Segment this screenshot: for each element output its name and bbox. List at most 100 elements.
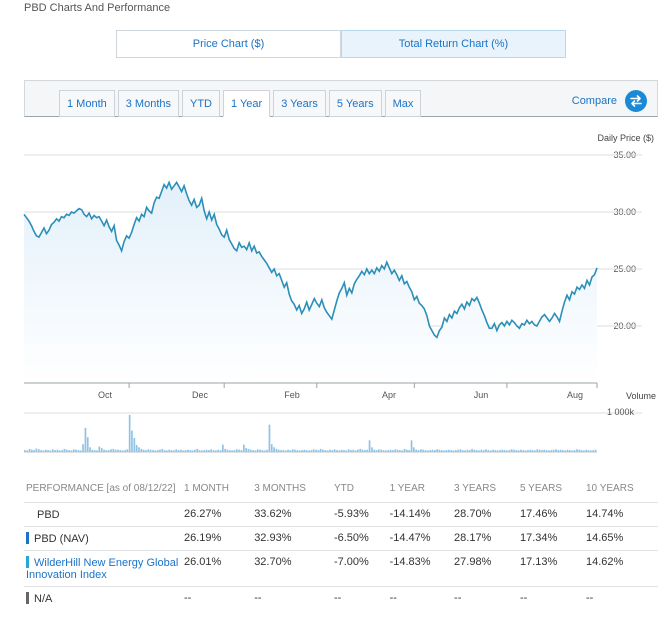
volume-bar (513, 449, 515, 452)
table-cell: 27.98% (452, 550, 519, 587)
volume-bar (368, 440, 371, 452)
volume-bar (201, 450, 203, 452)
volume-bar (117, 449, 119, 452)
volume-bar (180, 449, 182, 452)
volume-bar (385, 450, 387, 452)
volume-bar (552, 449, 555, 452)
volume-bar (538, 449, 541, 452)
volume-bar (543, 449, 546, 452)
volume-bar (515, 450, 518, 453)
volume-bar (478, 450, 480, 452)
column-header: 10 YEARS (586, 483, 634, 494)
volume-bar (522, 450, 525, 453)
tab-1-year[interactable]: 1 Year (223, 90, 271, 117)
volume-bar (447, 449, 450, 452)
volume-bar (126, 449, 129, 452)
volume-bar (580, 450, 583, 453)
volume-bar (375, 450, 378, 453)
volume-bar (440, 450, 443, 453)
volume-bar (287, 449, 289, 452)
tab-total-return-chart[interactable]: Total Return Chart (%) (341, 30, 566, 58)
volume-bar (38, 449, 40, 452)
volume-bar (182, 450, 185, 452)
volume-bar (28, 448, 31, 452)
price-chart (23, 154, 642, 453)
volume-bar (72, 449, 75, 452)
volume-bar (559, 449, 562, 452)
volume-bar (415, 449, 417, 452)
volume-bar (52, 449, 54, 452)
volume-bar (215, 450, 217, 452)
volume-label: Volume (625, 391, 656, 401)
volume-bar (77, 450, 80, 453)
volume-bar (194, 449, 196, 452)
volume-bar (436, 449, 438, 452)
tab-price-chart[interactable]: Price Chart ($) (116, 30, 341, 58)
volume-bar (496, 450, 499, 452)
tab-3-years[interactable]: 3 Years (273, 90, 326, 117)
column-header: 1 MONTH (184, 483, 229, 494)
volume-bar (110, 449, 112, 452)
volume-bar (65, 449, 68, 452)
table-cell: 14.65% (584, 526, 658, 551)
volume-bar (524, 450, 527, 452)
volume-bar (331, 450, 334, 453)
volume-bar (163, 450, 166, 453)
volume-bar (315, 449, 317, 452)
tab-ytd[interactable]: YTD (182, 90, 220, 117)
row-name-cell: N/A (24, 586, 182, 610)
volume-bar (445, 450, 448, 453)
volume-bar (534, 450, 536, 452)
tab-5-years[interactable]: 5 Years (328, 90, 382, 117)
volume-bar (33, 450, 35, 453)
volume-bar (284, 450, 287, 452)
page-title: PBD Charts And Performance (24, 2, 171, 14)
volume-bar (361, 449, 364, 452)
volume-bar (457, 449, 459, 452)
volume-bar (492, 449, 494, 452)
volume-bar (427, 450, 429, 452)
volume-bar (573, 450, 576, 453)
table-cell: -- (331, 586, 388, 610)
series-marker (26, 592, 29, 604)
volume-bar (252, 450, 254, 453)
volume-bar (503, 450, 506, 453)
volume-bar (401, 450, 403, 452)
volume-bar (403, 448, 406, 452)
x-tick-label: Oct (97, 390, 113, 400)
volume-bar (494, 450, 497, 453)
volume-bar (508, 450, 511, 453)
volume-bar (322, 449, 324, 452)
volume-bar (210, 449, 212, 452)
volume-bar (413, 447, 415, 452)
volume-bar (380, 449, 383, 452)
tab-max[interactable]: Max (384, 90, 422, 117)
table-cell: 33.62% (252, 502, 332, 527)
volume-bar (424, 450, 427, 453)
volume-bar (103, 449, 105, 452)
x-tick-label: Apr (381, 390, 397, 400)
volume-bar (49, 450, 52, 452)
volume-bar (399, 450, 401, 453)
volume-bar (576, 449, 578, 452)
tab-3-months[interactable]: 3 Months (117, 90, 179, 117)
volume-bar (357, 449, 359, 452)
volume-bar (245, 448, 247, 452)
volume-bar (114, 449, 117, 452)
volume-bar (594, 449, 597, 452)
compare-button[interactable]: Compare (572, 90, 647, 112)
volume-bar (501, 449, 504, 452)
tab-1-month[interactable]: 1 Month (59, 90, 115, 117)
volume-bar (371, 447, 373, 452)
table-cell: 26.19% (182, 526, 253, 551)
volume-bar (266, 449, 268, 452)
volume-bar (222, 444, 224, 452)
table-cell: -- (584, 586, 658, 610)
volume-bar (224, 448, 226, 452)
series-marker (26, 556, 29, 568)
volume-bar (70, 450, 73, 452)
volume-bar (506, 450, 508, 452)
volume-bar (61, 450, 63, 453)
volume-bar (263, 450, 266, 452)
volume-bar (133, 438, 136, 452)
